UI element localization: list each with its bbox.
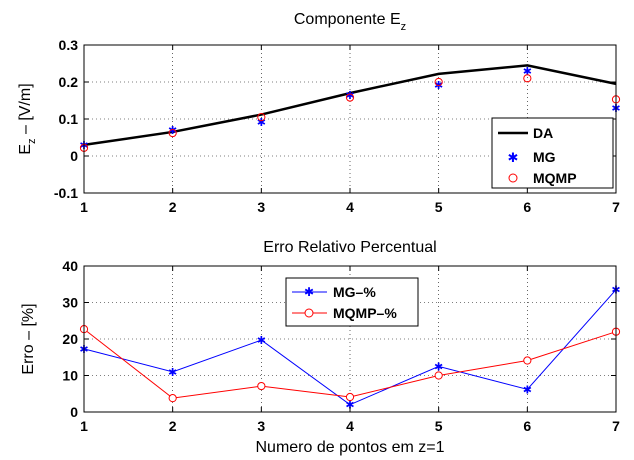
top-legend-mg-label: MG (533, 149, 556, 165)
bottom-series-mqmp-point (434, 371, 443, 380)
bottom-chart-ylabel: Erro – [%] (20, 303, 37, 374)
top-x-tick-label: 1 (80, 199, 88, 215)
bottom-y-tick-label: 10 (62, 368, 78, 384)
bottom-y-tick-label: 0 (70, 404, 78, 420)
bottom-chart-title: Erro Relativo Percentual (263, 239, 436, 256)
bottom-legend-box (285, 277, 419, 327)
top-chart-legend: DA ✱ MG MQMP (491, 117, 614, 189)
bottom-chart-xlabel: Numero de pontos em z=1 (256, 439, 445, 456)
bottom-series-mqmp-point (168, 394, 177, 403)
top-x-tick-label: 7 (612, 199, 620, 215)
top-y-tick-label: 0 (70, 148, 78, 164)
top-series-mg-point: ✱ (168, 124, 177, 137)
top-legend-mqmp-marker (508, 173, 518, 183)
top-legend-mqmp-label: MQMP (533, 170, 577, 186)
top-x-tick-label: 6 (523, 199, 531, 215)
bottom-x-tick-label: 4 (346, 418, 354, 434)
top-series-mqmp-point (434, 77, 443, 87)
top-chart-y-ticks: -0.1 0 0.1 0.2 0.3 (54, 37, 616, 201)
bottom-series-mg-point: ✱ (434, 360, 443, 373)
top-y-tick-label: 0.2 (59, 74, 79, 90)
top-chart-title: Componente Ez (294, 11, 406, 33)
bottom-x-tick-label: 5 (435, 418, 443, 434)
bottom-series-mg-point: ✱ (168, 366, 177, 379)
top-legend-mg-marker: ✱ (508, 151, 519, 166)
bottom-series-mqmp-point (345, 392, 355, 402)
bottom-y-tick-label: 20 (62, 331, 78, 347)
bottom-legend-mqmp-marker (304, 308, 314, 318)
bottom-series-mg-point: ✱ (257, 334, 266, 347)
bottom-series-mqmp-point (257, 381, 266, 391)
bottom-legend-mg-marker: ✱ (304, 285, 314, 299)
top-legend-box (491, 117, 614, 189)
top-chart-x-ticks: 1 2 3 4 5 6 7 (80, 45, 620, 215)
bottom-y-tick-label: 40 (62, 258, 78, 274)
bottom-x-tick-label: 2 (169, 418, 177, 434)
top-series-mqmp-point (257, 113, 266, 122)
top-x-tick-label: 5 (435, 199, 443, 215)
top-y-tick-label: -0.1 (54, 185, 78, 201)
bottom-series-mqmp-line (83, 328, 617, 399)
top-series-da-line (83, 64, 617, 147)
bottom-series-mqmp-point (523, 356, 532, 365)
top-x-tick-label: 3 (257, 199, 265, 215)
bottom-x-tick-label: 6 (523, 418, 531, 434)
bottom-y-tick-label: 30 (62, 295, 78, 311)
bottom-x-tick-label: 3 (257, 418, 265, 434)
bottom-chart-legend: ✱ MG–% MQMP–% (285, 277, 419, 327)
bottom-series-mg-line (83, 289, 617, 406)
top-series-mg-point: ✱ (257, 116, 266, 129)
bottom-chart-y-ticks: 0 10 20 30 40 (62, 258, 616, 420)
top-series-mqmp-point (523, 74, 532, 83)
top-chart-series: ✱✱✱✱✱✱✱ (79, 64, 621, 152)
top-series-mqmp-point (168, 128, 177, 138)
top-y-tick-label: 0.1 (59, 111, 79, 127)
bottom-x-tick-label: 1 (80, 418, 88, 434)
bottom-chart-x-ticks: 1 2 3 4 5 6 7 (80, 266, 620, 434)
bottom-x-tick-label: 7 (612, 418, 620, 434)
bottom-series-mg-point: ✱ (345, 399, 354, 412)
top-legend-da-label: DA (533, 125, 553, 141)
top-x-tick-label: 2 (169, 199, 177, 215)
bottom-legend-mg-label: MG–% (333, 284, 376, 300)
top-series-mqmp-point (345, 93, 355, 102)
top-series-mg-point: ✱ (523, 65, 532, 78)
top-y-tick-label: 0.3 (59, 37, 79, 53)
bottom-legend-mqmp-label: MQMP–% (333, 305, 397, 321)
top-chart-ylabel: Ez – [V/m] (17, 83, 38, 154)
bottom-series-mg-point: ✱ (523, 383, 532, 396)
top-x-tick-label: 4 (346, 199, 354, 215)
top-series-mg-point: ✱ (345, 89, 354, 102)
top-chart-grid (84, 45, 616, 193)
